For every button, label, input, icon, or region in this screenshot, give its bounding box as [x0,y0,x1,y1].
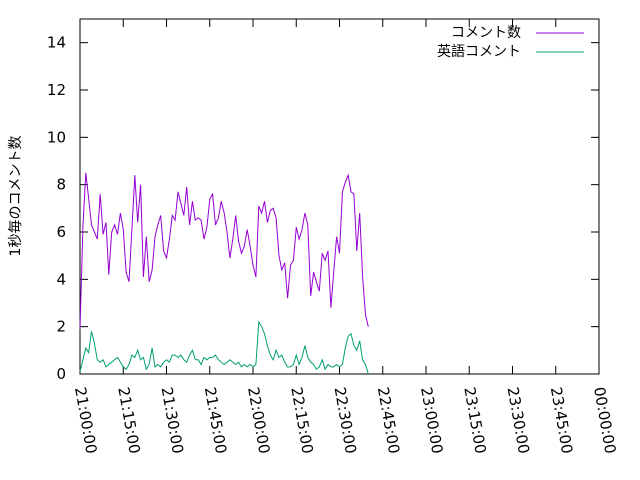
x-axis-ticks: 21:00:00 21:15:00 21:30:00 21:45:00 22:00:00… [71,19,619,455]
y-axis-ticks: 0 2 4 6 8 10 12 14 [47,34,599,383]
y-axis-label: 1秒毎のコメント数 [8,136,24,257]
series-layer [79,172,369,375]
x-tick-label: 21:45:00 [201,386,230,455]
y-tick-label: 4 [56,270,66,288]
legend-label-english-comments: 英語コメント [437,43,521,60]
x-tick-label: 23:00:00 [417,386,446,455]
series-line-0 [79,172,369,330]
plot-frame [79,18,600,375]
y-tick-label: 10 [47,128,66,146]
y-tick-label: 6 [56,223,66,241]
x-tick-label: 21:00:00 [71,386,100,455]
legend: コメント数 英語コメント [437,25,584,60]
y-tick-label: 8 [56,176,66,194]
y-tick-label: 12 [47,81,66,99]
x-tick-label: 23:30:00 [504,386,533,455]
x-tick-label: 21:30:00 [158,386,187,455]
y-tick-label: 14 [47,34,66,52]
x-tick-label: 21:15:00 [114,386,143,455]
x-tick-label: 23:15:00 [460,386,489,455]
series-line-1 [79,320,369,375]
y-tick-label: 0 [56,365,66,383]
legend-label-comments: コメント数 [451,25,521,41]
x-tick-label: 23:45:00 [547,386,576,455]
x-tick-label: 22:00:00 [244,386,273,455]
x-tick-label: 22:15:00 [287,386,316,455]
y-tick-label: 2 [56,318,66,336]
x-tick-label: 22:30:00 [331,386,360,455]
x-tick-label: 22:45:00 [374,386,403,455]
x-tick-label: 00:00:00 [590,386,619,455]
